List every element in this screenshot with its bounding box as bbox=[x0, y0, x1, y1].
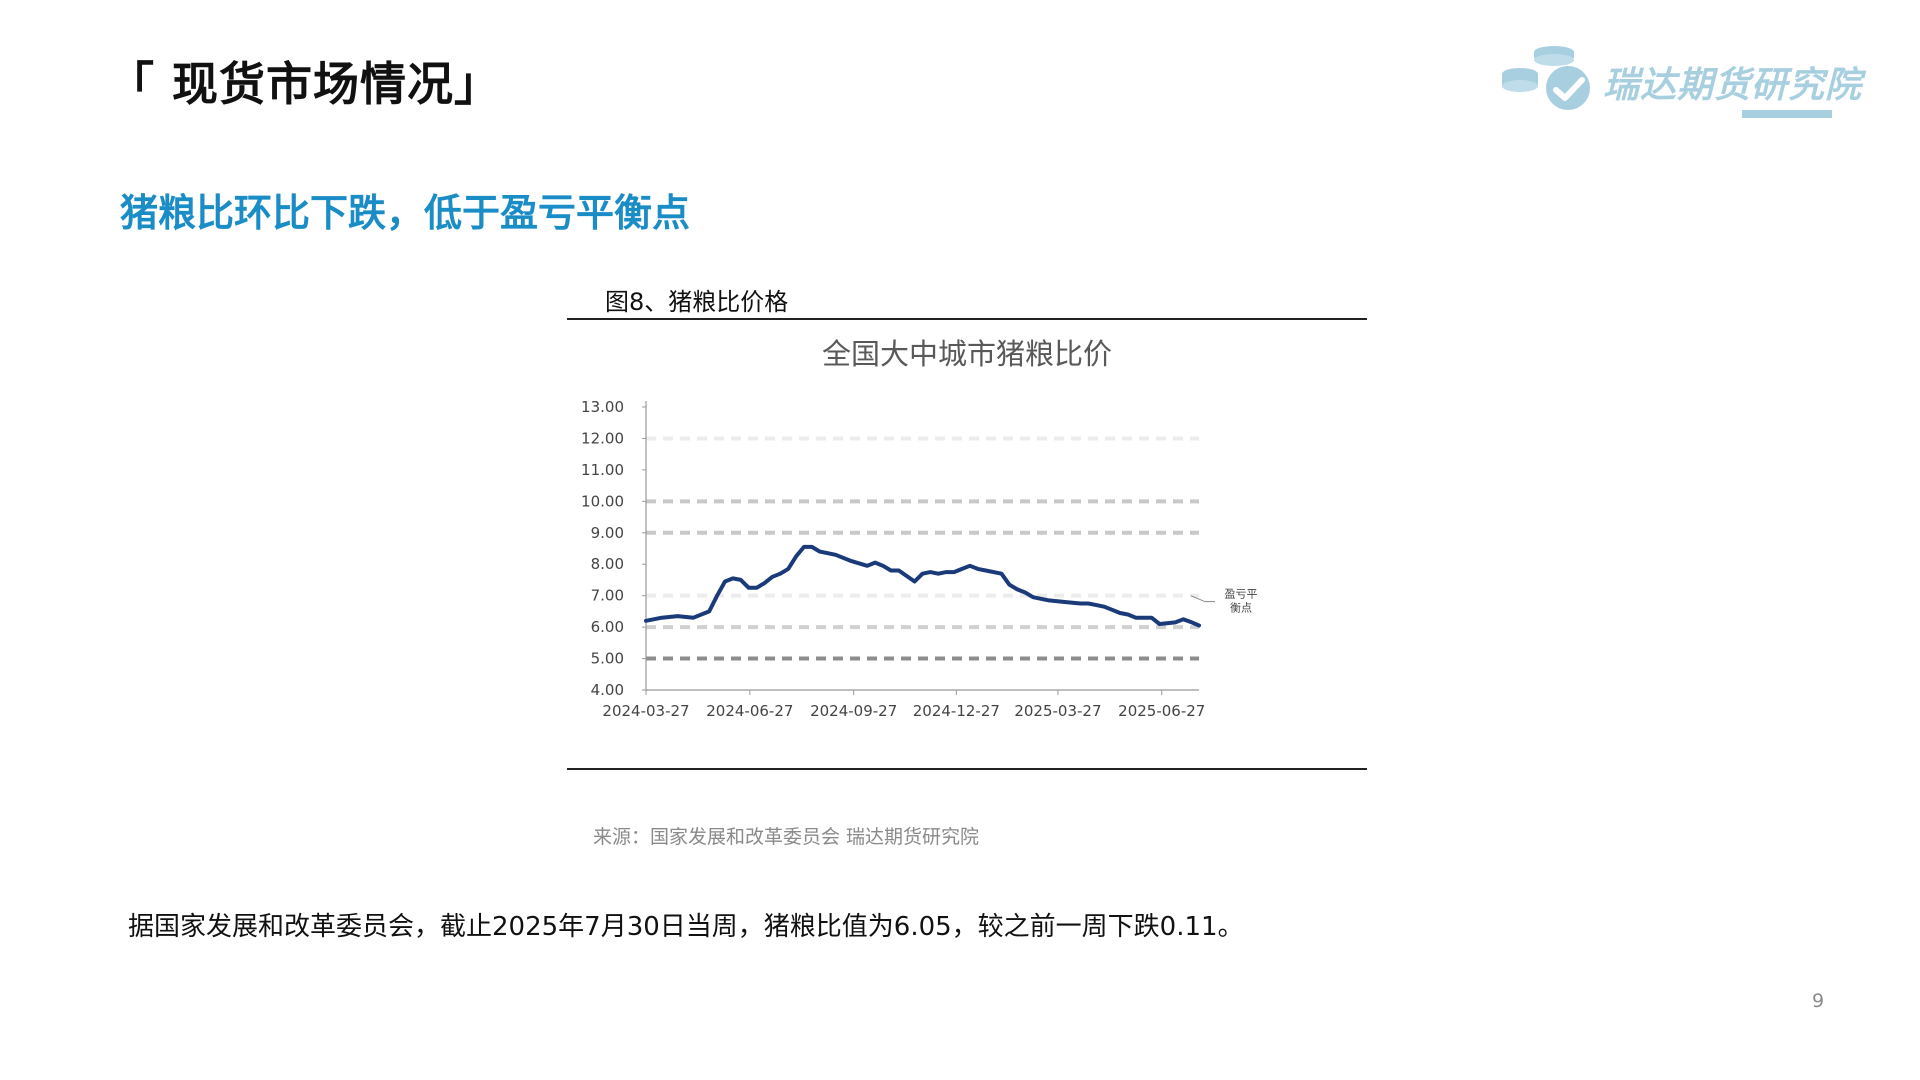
annotation-leader bbox=[1190, 595, 1215, 603]
data-point bbox=[1048, 599, 1050, 602]
chart-title: 全国大中城市猪粮比价 bbox=[822, 337, 1112, 371]
data-point bbox=[882, 564, 884, 567]
data-point bbox=[1190, 621, 1192, 623]
y-tick-label: 7.00 bbox=[591, 587, 624, 605]
data-point bbox=[1032, 596, 1034, 599]
x-tick-label: 2024-03-27 bbox=[602, 702, 689, 720]
data-point bbox=[1016, 588, 1019, 591]
annotation-label: 盈亏平衡点 bbox=[1225, 588, 1258, 615]
data-point bbox=[945, 571, 947, 573]
data-point bbox=[874, 561, 876, 564]
x-tick-label: 2024-09-27 bbox=[810, 702, 897, 720]
data-point bbox=[1182, 618, 1184, 621]
data-point bbox=[1119, 612, 1121, 614]
data-point bbox=[1198, 624, 1200, 627]
slide-subtitle: 猪粮比环比下跌，低于盈亏平衡点 bbox=[120, 191, 691, 235]
data-point bbox=[771, 576, 774, 578]
data-point bbox=[1142, 616, 1145, 619]
data-point bbox=[732, 577, 734, 580]
data-point bbox=[1000, 572, 1003, 575]
data-point bbox=[1063, 601, 1066, 603]
logo-text: 瑞达期货研究院 bbox=[1603, 65, 1863, 106]
logo: 瑞达期货研究院 bbox=[1500, 38, 1861, 123]
data-point bbox=[898, 569, 900, 572]
y-tick-label: 10.00 bbox=[581, 492, 624, 510]
y-tick-label: 9.00 bbox=[591, 524, 624, 542]
slide-title: 「 现货市场情况」 bbox=[108, 57, 502, 111]
data-point bbox=[1150, 616, 1153, 619]
data-point bbox=[913, 580, 916, 583]
figure-bottom-rule bbox=[567, 768, 1367, 770]
series-line bbox=[644, 544, 1201, 628]
x-tick-label: 2025-06-27 bbox=[1118, 702, 1205, 720]
line-chart: 全国大中城市猪粮比价 4.00 5.00 6.00 7.00 8.00 9.00 10.00… bbox=[581, 337, 1258, 720]
data-point bbox=[708, 610, 710, 613]
figure-caption: 图8、猪粮比价格 bbox=[605, 288, 789, 316]
data-point bbox=[866, 564, 868, 567]
page-number: 9 bbox=[1812, 990, 1825, 1012]
data-point bbox=[676, 615, 679, 617]
y-tick-label: 5.00 bbox=[591, 650, 624, 668]
data-point bbox=[1087, 602, 1090, 605]
data-point bbox=[890, 569, 892, 572]
data-point bbox=[961, 568, 963, 570]
data-point bbox=[819, 550, 821, 553]
data-point bbox=[969, 564, 971, 567]
y-tick-label: 4.00 bbox=[591, 681, 624, 699]
data-point bbox=[1111, 609, 1113, 611]
logo-underline bbox=[1742, 110, 1832, 118]
body-paragraph: 据国家发展和改革委员会，截止2025年7月30日当周，猪粮比值为6.05，较之前… bbox=[128, 912, 1244, 942]
data-point bbox=[977, 568, 979, 570]
data-point bbox=[645, 620, 647, 622]
y-tick-label: 13.00 bbox=[581, 398, 624, 416]
data-point bbox=[811, 546, 813, 548]
data-point bbox=[1174, 621, 1177, 624]
x-tick-label: 2024-06-27 bbox=[706, 702, 793, 720]
y-tick-label: 6.00 bbox=[591, 618, 624, 636]
data-point bbox=[984, 569, 987, 572]
data-point bbox=[803, 546, 805, 548]
data-point bbox=[763, 582, 766, 584]
data-point bbox=[692, 616, 695, 619]
figure-source: 来源：国家发展和改革委员会 瑞达期货研究院 bbox=[593, 826, 980, 848]
data-point bbox=[953, 571, 955, 573]
data-point bbox=[1103, 605, 1105, 608]
y-tick-label: 11.00 bbox=[581, 461, 624, 479]
figure-top-rule bbox=[567, 318, 1367, 320]
data-point bbox=[779, 572, 782, 575]
y-tick-label: 8.00 bbox=[591, 555, 624, 573]
data-point bbox=[1158, 623, 1161, 625]
data-point bbox=[1079, 602, 1082, 605]
data-point bbox=[1135, 616, 1137, 619]
y-tick-label: 12.00 bbox=[581, 429, 624, 447]
data-point bbox=[929, 571, 932, 573]
data-point bbox=[850, 560, 853, 562]
data-point bbox=[795, 555, 797, 558]
data-point bbox=[1008, 583, 1011, 586]
data-point bbox=[755, 587, 758, 589]
data-point bbox=[716, 594, 718, 597]
data-point bbox=[740, 579, 742, 581]
data-point bbox=[1127, 613, 1129, 616]
data-point bbox=[921, 572, 924, 575]
data-point bbox=[834, 553, 837, 556]
data-point bbox=[937, 572, 940, 575]
data-point bbox=[787, 568, 789, 570]
x-tick-label: 2025-03-27 bbox=[1014, 702, 1101, 720]
data-point bbox=[1024, 591, 1026, 594]
coins-check-icon bbox=[1502, 46, 1590, 110]
data-point bbox=[661, 616, 663, 619]
data-point bbox=[747, 587, 750, 589]
data-point bbox=[724, 580, 726, 583]
x-tick-label: 2024-12-27 bbox=[913, 702, 1000, 720]
data-point bbox=[1095, 604, 1098, 606]
